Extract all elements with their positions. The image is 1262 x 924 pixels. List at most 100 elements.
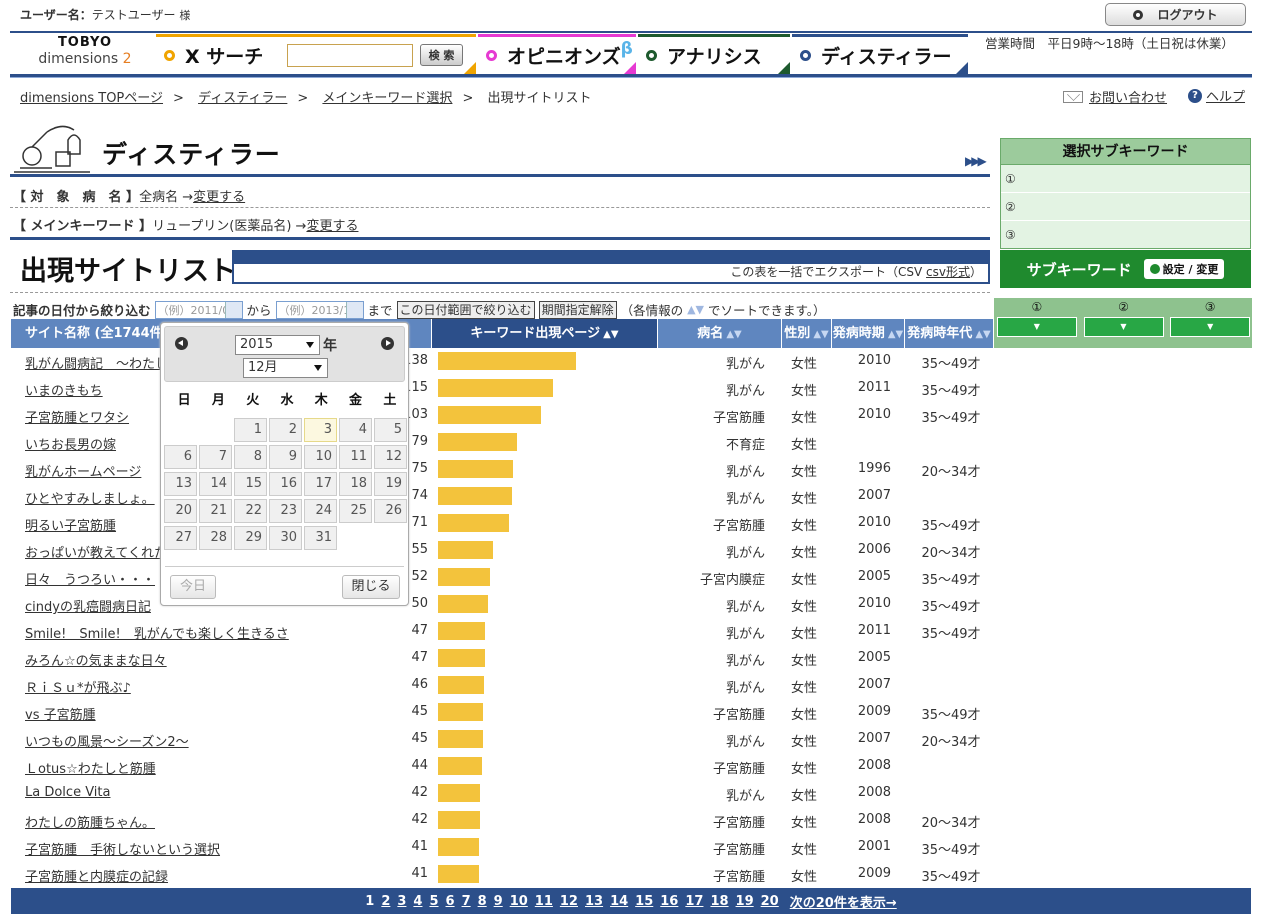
page-link[interactable]: 11 — [534, 893, 553, 909]
page-link[interactable]: 12 — [559, 893, 578, 909]
next-month-icon[interactable] — [381, 337, 394, 350]
day-cell[interactable]: 3 — [304, 418, 337, 442]
day-cell[interactable]: 7 — [199, 445, 232, 469]
page-link[interactable]: 6 — [445, 893, 455, 909]
day-cell[interactable]: 31 — [304, 526, 337, 550]
export-csv-link[interactable]: csv形式 — [926, 265, 970, 279]
day-cell[interactable]: 20 — [164, 499, 197, 523]
day-cell[interactable]: 9 — [269, 445, 302, 469]
site-link[interactable]: 乳がん闘病記 ～わたし — [25, 357, 169, 372]
day-cell[interactable]: 14 — [199, 472, 232, 496]
sub-col-1-dropdown[interactable]: ▼ — [996, 317, 1077, 337]
page-link[interactable]: 2 — [381, 893, 391, 909]
page-link[interactable]: 9 — [493, 893, 503, 909]
search-button[interactable]: 検 索 — [420, 44, 463, 66]
day-cell[interactable]: 21 — [199, 499, 232, 523]
search-input[interactable] — [287, 44, 413, 67]
month-select[interactable]: 12月 — [243, 358, 328, 378]
th-keyword-pages[interactable]: キーワード出現ページ ▲▼ — [431, 319, 657, 348]
page-link[interactable]: 18 — [710, 893, 729, 909]
target-change-link[interactable]: 変更する — [193, 190, 246, 205]
site-link[interactable]: 乳がんホームページ — [25, 465, 142, 480]
day-cell[interactable]: 28 — [199, 526, 232, 550]
day-cell[interactable]: 5 — [374, 418, 407, 442]
site-link[interactable]: わたしの筋腫ちゃん。 — [25, 816, 156, 831]
day-cell[interactable]: 13 — [164, 472, 197, 496]
sub-col-3-dropdown[interactable]: ▼ — [1170, 317, 1251, 337]
page-link[interactable]: 5 — [429, 893, 439, 909]
logo[interactable]: TOBYO dimensions 2 — [30, 36, 140, 66]
mainkw-change-link[interactable]: 変更する — [306, 219, 359, 234]
th-disease[interactable]: 病名 ▲▼ — [657, 319, 781, 348]
close-button[interactable]: 閉じる — [342, 575, 400, 599]
site-link[interactable]: 子宮筋腫と内膜症の記録 — [25, 870, 169, 885]
th-onset[interactable]: 発病時期 ▲▼ — [831, 319, 904, 348]
day-cell[interactable]: 17 — [304, 472, 337, 496]
tab-opinions[interactable]: オピニオンズ β — [478, 34, 636, 74]
page-link[interactable]: 4 — [413, 893, 423, 909]
prev-month-icon[interactable] — [175, 337, 188, 350]
site-link[interactable]: ひとやすみしましょ。 — [25, 492, 155, 507]
page-link[interactable]: 20 — [760, 893, 779, 909]
day-cell[interactable]: 19 — [374, 472, 407, 496]
day-cell[interactable]: 25 — [339, 499, 372, 523]
site-link[interactable]: いちお長男の嫁 — [25, 438, 117, 453]
sub-keyword-button[interactable]: サブキーワード 設定 / 変更 — [1000, 250, 1251, 288]
today-button[interactable]: 今日 — [170, 575, 216, 599]
day-cell[interactable]: 30 — [269, 526, 302, 550]
day-cell[interactable]: 23 — [269, 499, 302, 523]
page-link[interactable]: 3 — [397, 893, 407, 909]
site-link[interactable]: Smile! Smile! 乳がんでも楽しく生きるさ — [25, 627, 289, 642]
page-link[interactable]: 8 — [477, 893, 487, 909]
apply-date-button[interactable]: この日付範囲で絞り込む — [396, 300, 535, 319]
site-link[interactable]: いつもの風景～シーズン2～ — [25, 735, 189, 750]
site-link[interactable]: Ｌotus☆わたしと筋腫 — [25, 762, 156, 777]
tab-distiller[interactable]: ディスティラー — [792, 34, 968, 74]
logout-button[interactable]: ログアウト — [1105, 3, 1246, 26]
th-sex[interactable]: 性別 ▲▼ — [781, 319, 831, 348]
page-link[interactable]: 7 — [461, 893, 471, 909]
page-link[interactable]: 14 — [610, 893, 629, 909]
site-link[interactable]: vs 子宮筋腫 — [25, 708, 96, 723]
page-link[interactable]: 13 — [584, 893, 604, 909]
day-cell[interactable]: 29 — [234, 526, 267, 550]
day-cell[interactable]: 6 — [164, 445, 197, 469]
calendar-icon[interactable] — [224, 301, 242, 318]
tab-analysis[interactable]: アナリシス — [638, 34, 790, 74]
year-select[interactable]: 2015 — [235, 335, 320, 355]
day-cell[interactable]: 12 — [374, 445, 407, 469]
page-link[interactable]: 19 — [735, 893, 754, 909]
day-cell[interactable]: 18 — [339, 472, 372, 496]
breadcrumb-distiller[interactable]: ディスティラー — [198, 91, 288, 106]
contact-link[interactable]: お問い合わせ — [1063, 87, 1167, 106]
site-link[interactable]: 子宮筋腫 手術しないという選択 — [25, 843, 221, 858]
day-cell[interactable]: 1 — [234, 418, 267, 442]
day-cell[interactable]: 10 — [304, 445, 337, 469]
site-link[interactable]: La Dolce Vita — [25, 785, 111, 800]
sub-col-2-dropdown[interactable]: ▼ — [1083, 317, 1164, 337]
site-link[interactable]: 日々 うつろい・・・ — [25, 573, 156, 588]
day-cell[interactable]: 27 — [164, 526, 197, 550]
clear-date-button[interactable]: 期間指定解除 — [538, 300, 617, 319]
day-cell[interactable]: 24 — [304, 499, 337, 523]
site-link[interactable]: おっぱいが教えてくれた — [25, 546, 167, 561]
date-to-input[interactable]: （例）2013/12/31 — [275, 300, 364, 319]
breadcrumb-top[interactable]: dimensions TOPページ — [20, 91, 164, 106]
page-link[interactable]: 15 — [635, 893, 654, 909]
breadcrumb-mainkw[interactable]: メインキーワード選択 — [322, 91, 453, 106]
next-page-link[interactable]: 次の20件を表示→ — [789, 895, 897, 911]
day-cell[interactable]: 4 — [339, 418, 372, 442]
site-link[interactable]: 子宮筋腫とワタシ — [25, 411, 130, 426]
site-link[interactable]: ＲｉＳｕ*が飛ぶ♪ — [25, 681, 131, 696]
day-cell[interactable]: 22 — [234, 499, 267, 523]
site-link[interactable]: いまのきもち — [25, 384, 103, 399]
page-link[interactable]: 17 — [685, 893, 704, 909]
site-link[interactable]: みろん☆の気ままな日々 — [25, 654, 167, 669]
calendar-icon[interactable] — [345, 301, 363, 318]
day-cell[interactable]: 2 — [269, 418, 302, 442]
help-link[interactable]: ? ヘルプ — [1188, 86, 1245, 105]
site-link[interactable]: cindyの乳癌闘病日記 — [25, 600, 151, 615]
th-site[interactable]: サイト名称 (全1744件) — [11, 319, 431, 348]
day-cell[interactable]: 16 — [269, 472, 302, 496]
site-link[interactable]: 明るい子宮筋腫 — [25, 519, 117, 534]
